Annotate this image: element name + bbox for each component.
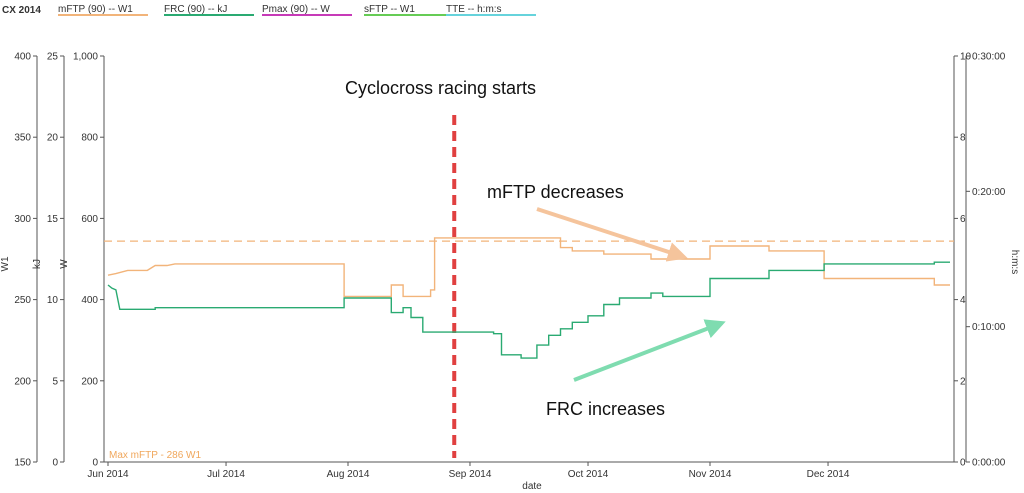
y-tick-label: 0:20:00: [972, 187, 1006, 198]
chart-title: CX 2014: [2, 5, 41, 16]
y-tick-label: 200: [14, 376, 31, 387]
y-tick-label: 400: [81, 295, 98, 306]
legend-item: mFTP (90) -- W1: [58, 4, 148, 16]
y-tick-label: 8: [960, 133, 966, 144]
y-tick-label: 2: [960, 376, 966, 387]
y-tick-label: 0: [52, 458, 58, 469]
y-tick-label: 800: [81, 133, 98, 144]
x-tick-label: Dec 2014: [807, 469, 850, 480]
y-tick-label: 1,000: [73, 52, 98, 63]
y-tick-label: 0: [92, 458, 98, 469]
legend-item-label: sFTP -- W1: [364, 4, 415, 15]
legend-item-label: Pmax (90) -- W: [262, 4, 330, 15]
y-axis-label-w: W: [59, 259, 70, 269]
x-tick-label: Aug 2014: [327, 469, 370, 480]
y-tick-label: 600: [81, 214, 98, 225]
axes: 150200250300350400W10510152025kJ02004006…: [0, 52, 1020, 481]
y-tick-label: 400: [14, 52, 31, 63]
y-axis-label-hms: h:m:s: [1009, 250, 1020, 274]
y-tick-label: 150: [14, 458, 31, 469]
series-group: [107, 237, 950, 359]
series-line-frc: [107, 261, 950, 359]
annotation-frc-increases: FRC increases: [546, 399, 665, 419]
max-mftp-label: Max mFTP - 286 W1: [109, 450, 201, 461]
arrow-mftp-decreases: [536, 207, 688, 262]
reference-lines: [104, 115, 954, 458]
y-axis-label-kj: kJ: [32, 259, 43, 269]
y-tick-label: 0:00:00: [972, 458, 1006, 469]
y-tick-label: 250: [14, 295, 31, 306]
x-axis-label: date: [522, 481, 542, 492]
legend-item-label: FRC (90) -- kJ: [164, 4, 227, 15]
y-tick-label: 0:10:00: [972, 322, 1006, 333]
x-tick-label: Oct 2014: [568, 469, 609, 480]
y-axis-label-w1: W1: [0, 256, 11, 271]
y-tick-label: 0: [960, 458, 966, 469]
legend: mFTP (90) -- W1 FRC (90) -- kJ Pmax (90) -…: [58, 4, 536, 16]
x-tick-label: Jul 2014: [207, 469, 245, 480]
x-tick-label: Nov 2014: [689, 469, 732, 480]
legend-item-label: TTE -- h:m:s: [446, 4, 502, 15]
legend-item: Pmax (90) -- W: [262, 4, 352, 16]
y-tick-label: 20: [47, 133, 59, 144]
y-tick-label: 10: [47, 295, 59, 306]
y-tick-label: 25: [47, 52, 59, 63]
annotation-mftp-decreases: mFTP decreases: [487, 182, 624, 202]
legend-item: FRC (90) -- kJ: [164, 4, 254, 16]
y-tick-label: 350: [14, 133, 31, 144]
annotation-racing-starts: Cyclocross racing starts: [345, 78, 536, 98]
x-tick-label: Jun 2014: [87, 469, 129, 480]
y-tick-label: 200: [81, 376, 98, 387]
y-tick-label: 5: [52, 376, 58, 387]
x-tick-label: Sep 2014: [449, 469, 492, 480]
y-tick-label: 4: [960, 295, 966, 306]
arrow-frc-increases: [573, 319, 726, 382]
y-tick-label: 6: [960, 214, 966, 225]
legend-item-label: mFTP (90) -- W1: [58, 4, 133, 15]
series-line-mftp: [107, 237, 950, 298]
y-tick-label: 15: [47, 214, 59, 225]
y-tick-label: 300: [14, 214, 31, 225]
y-tick-label: 0:30:00: [972, 52, 1006, 63]
legend-item: TTE -- h:m:s: [446, 4, 536, 16]
legend-item: sFTP -- W1: [364, 4, 454, 16]
